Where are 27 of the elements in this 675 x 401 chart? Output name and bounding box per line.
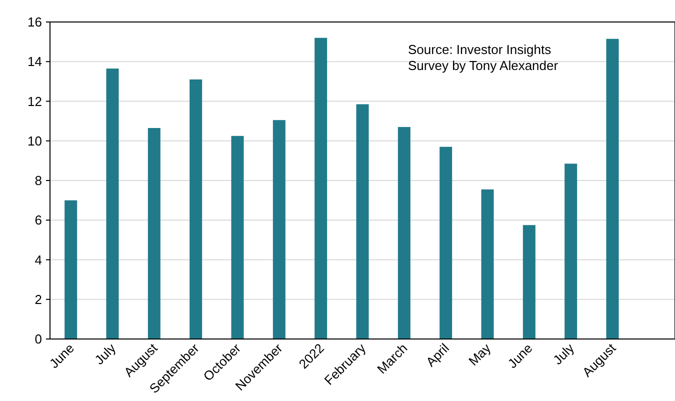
bar — [190, 79, 202, 339]
bar — [398, 127, 410, 339]
bar — [64, 200, 78, 339]
y-tick-label: 4 — [34, 252, 42, 268]
bar — [356, 104, 369, 339]
x-tick-label: July — [92, 340, 119, 368]
annotation: Source: Investor Insights Survey by Tony Alexander — [408, 42, 559, 73]
bar — [564, 164, 578, 339]
y-tick-label: 10 — [28, 133, 42, 148]
bar — [148, 128, 160, 339]
y-tick-label: 16 — [28, 14, 42, 30]
bar — [106, 68, 119, 339]
y-tick-label: 6 — [34, 212, 42, 228]
y-tick-label: 14 — [28, 54, 42, 70]
y-tick-label: 8 — [34, 173, 42, 188]
bar — [481, 189, 494, 339]
x-tick-label: May — [466, 340, 494, 368]
bar — [314, 38, 328, 339]
bar — [522, 225, 536, 339]
bar — [272, 120, 286, 339]
y-tick-label: 2 — [34, 292, 42, 307]
bar — [440, 146, 452, 339]
y-tick-label: 12 — [28, 94, 42, 109]
x-tick-label: July — [550, 340, 578, 368]
bar — [231, 136, 244, 339]
y-tick-label: 0 — [34, 332, 42, 347]
bar — [606, 38, 619, 339]
